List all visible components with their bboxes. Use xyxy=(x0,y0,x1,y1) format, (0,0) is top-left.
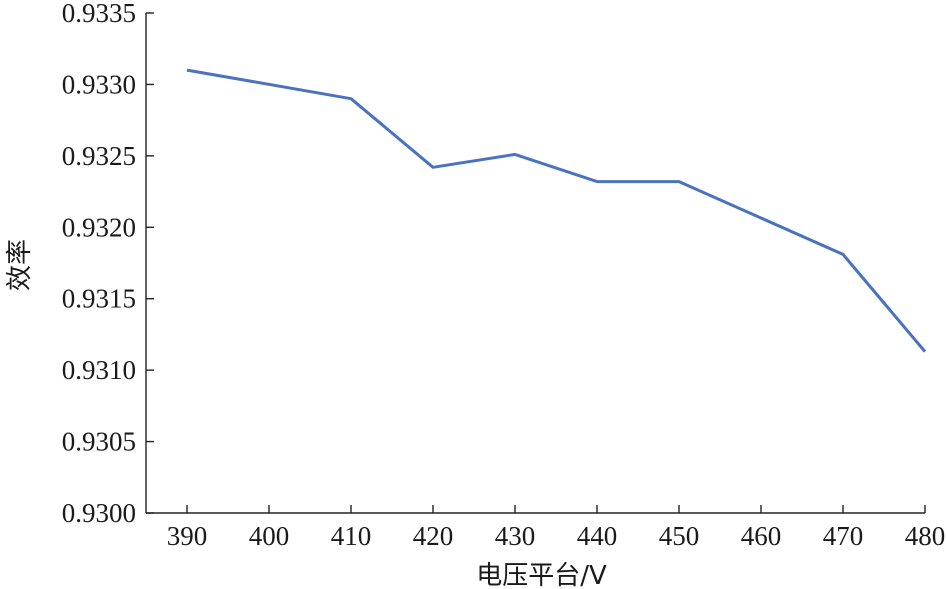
chart-axes xyxy=(145,13,925,514)
x-tick-label: 430 xyxy=(495,521,536,551)
x-tick-label: 480 xyxy=(905,521,946,551)
x-tick-label: 410 xyxy=(331,521,372,551)
y-tick-label: 0.9325 xyxy=(62,141,136,171)
x-tick-label: 460 xyxy=(741,521,782,551)
series-group xyxy=(186,68,927,353)
y-tick-label: 0.9330 xyxy=(62,69,136,99)
series-line xyxy=(186,68,927,353)
x-tick-label: 450 xyxy=(659,521,700,551)
y-tick-label: 0.9310 xyxy=(62,355,136,385)
y-tick-label: 0.9305 xyxy=(62,427,136,457)
y-axis-title: 效率 xyxy=(5,239,35,291)
x-tick-label: 470 xyxy=(823,521,864,551)
x-axis-title: 电压平台/V xyxy=(476,561,607,589)
y-tick-label: 0.9335 xyxy=(62,0,136,28)
x-axis-ticks: 390 400 410 420 430 440 450 460 470 480 xyxy=(167,505,946,551)
x-tick-label: 440 xyxy=(577,521,618,551)
y-tick-label: 0.9300 xyxy=(62,498,136,528)
y-axis-ticks: 0.9300 0.9305 0.9310 0.9315 0.9320 0.9325 0.93… xyxy=(62,0,154,528)
x-tick-label: 400 xyxy=(249,521,290,551)
x-tick-label: 420 xyxy=(413,521,454,551)
x-tick-label: 390 xyxy=(167,521,208,551)
y-tick-label: 0.9320 xyxy=(62,212,136,242)
y-tick-label: 0.9315 xyxy=(62,284,136,314)
